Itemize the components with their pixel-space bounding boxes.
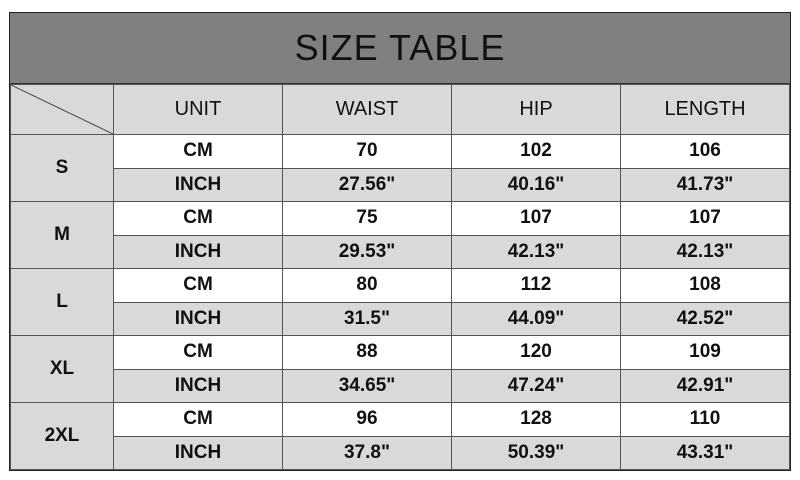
header-unit: UNIT	[113, 84, 283, 135]
size-label: 2XL	[10, 402, 114, 470]
value-cell: 102	[451, 134, 621, 169]
unit-cell: INCH	[113, 234, 283, 269]
diagonal-corner-cell	[10, 84, 114, 135]
value-cell: 128	[451, 402, 621, 437]
unit-cell: CM	[113, 268, 283, 303]
unit-cell: CM	[113, 201, 283, 236]
table-row: XL CM 88 120 109	[10, 335, 790, 403]
header-hip: HIP	[451, 84, 621, 135]
value-cell: 29.53"	[282, 234, 452, 269]
value-cell: 42.91"	[620, 368, 790, 403]
size-label: XL	[10, 335, 114, 403]
value-cell: 40.16"	[451, 167, 621, 202]
unit-cell: INCH	[113, 368, 283, 403]
value-cell: 50.39"	[451, 435, 621, 470]
size-table: SIZE TABLE UNIT WAIST HIP LENGTH S CM 70 10…	[9, 12, 791, 471]
table-title: SIZE TABLE	[10, 13, 790, 84]
value-cell: 96	[282, 402, 452, 437]
unit-cell: INCH	[113, 301, 283, 336]
value-cell: 80	[282, 268, 452, 303]
unit-cell: CM	[113, 134, 283, 169]
table-row: INCH 34.65" 47.24" 42.91"	[11, 368, 790, 403]
size-grid: UNIT WAIST HIP LENGTH S CM 70 102 106 INCH 27.…	[10, 84, 790, 470]
value-cell: 37.8"	[282, 435, 452, 470]
value-cell: 108	[620, 268, 790, 303]
value-cell: 109	[620, 335, 790, 370]
unit-cell: CM	[113, 402, 283, 437]
unit-cell: CM	[113, 335, 283, 370]
value-cell: 41.73"	[620, 167, 790, 202]
value-cell: 107	[451, 201, 621, 236]
table-row: INCH 29.53" 42.13" 42.13"	[11, 234, 790, 269]
value-cell: 88	[282, 335, 452, 370]
value-cell: 43.31"	[620, 435, 790, 470]
header-waist: WAIST	[282, 84, 452, 135]
size-label: S	[10, 134, 114, 202]
value-cell: 75	[282, 201, 452, 236]
value-cell: 47.24"	[451, 368, 621, 403]
table-row: INCH 37.8" 50.39" 43.31"	[11, 435, 790, 470]
value-cell: 107	[620, 201, 790, 236]
value-cell: 106	[620, 134, 790, 169]
table-row: INCH 27.56" 40.16" 41.73"	[11, 167, 790, 202]
value-cell: 42.52"	[620, 301, 790, 336]
value-cell: 110	[620, 402, 790, 437]
value-cell: 34.65"	[282, 368, 452, 403]
table-row: M CM 75 107 107	[10, 201, 790, 269]
unit-cell: INCH	[113, 435, 283, 470]
value-cell: 27.56"	[282, 167, 452, 202]
table-row: S CM 70 102 106	[10, 134, 790, 202]
table-row: L CM 80 112 108	[10, 268, 790, 336]
value-cell: 42.13"	[451, 234, 621, 269]
value-cell: 31.5"	[282, 301, 452, 336]
value-cell: 112	[451, 268, 621, 303]
size-label: L	[10, 268, 114, 336]
value-cell: 120	[451, 335, 621, 370]
header-row: UNIT WAIST HIP LENGTH	[10, 84, 790, 135]
size-label: M	[10, 201, 114, 269]
value-cell: 44.09"	[451, 301, 621, 336]
header-length: LENGTH	[620, 84, 790, 135]
value-cell: 42.13"	[620, 234, 790, 269]
value-cell: 70	[282, 134, 452, 169]
unit-cell: INCH	[113, 167, 283, 202]
table-row: INCH 31.5" 44.09" 42.52"	[11, 301, 790, 336]
table-row: 2XL CM 96 128 110	[10, 402, 790, 470]
